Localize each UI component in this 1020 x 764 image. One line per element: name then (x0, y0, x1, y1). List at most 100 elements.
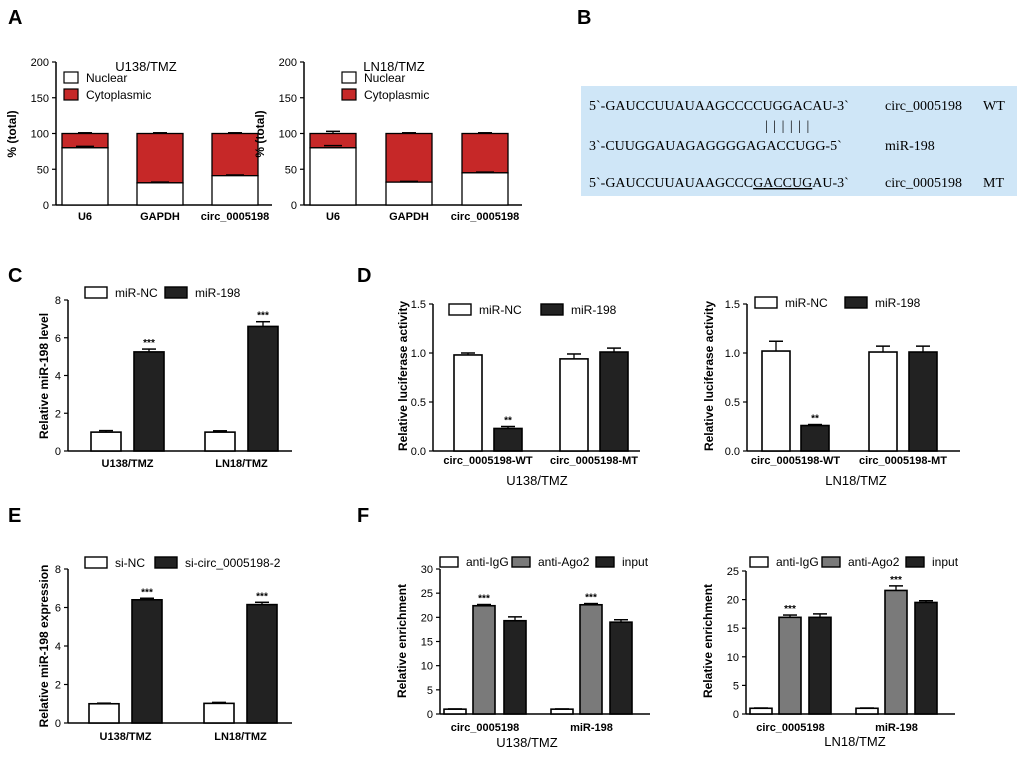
x-category-label-f2: circ_0005198 (756, 722, 825, 734)
x-category-label-d1: circ_0005198-WT (443, 455, 533, 467)
bar-f1 (472, 604, 496, 715)
x-category-label-a2: circ_0005198 (451, 211, 520, 223)
bar-cytoplasmic-a1 (211, 132, 259, 177)
bar-d1 (559, 358, 589, 452)
y-tick-label-a2: 150 (279, 93, 297, 105)
y-tick-label-f1: 10 (421, 661, 433, 673)
y-tick-label-e: 6 (55, 603, 61, 615)
y-tick-label-d2: 1.5 (725, 299, 740, 311)
bar-cytoplasmic-a2 (461, 132, 509, 174)
y-axis-title-d2: Relative luciferase activity (702, 301, 716, 451)
significance-mark-e: *** (256, 591, 268, 602)
legend-swatch-e (84, 556, 108, 569)
y-tick-label-f2: 20 (727, 595, 739, 607)
bar-e (131, 598, 163, 724)
legend-label-f2: anti-IgG (776, 555, 819, 569)
panel-label-b: B (577, 7, 591, 29)
y-tick-label-d1: 1.0 (411, 348, 426, 360)
x-category-label-f1: circ_0005198 (451, 722, 520, 734)
x-category-label-a1: GAPDH (140, 211, 180, 223)
bar-f2 (855, 707, 879, 715)
legend-label-a2: Cytoplasmic (364, 88, 429, 102)
legend-swatch-c (84, 286, 108, 299)
y-tick-label-c: 2 (55, 408, 61, 420)
mt-seq-prefix: 5`-GAUCCUUAUAAGCCC (589, 176, 753, 191)
legend-label-d1: miR-198 (571, 303, 617, 317)
significance-mark-c: *** (257, 311, 269, 322)
y-tick-label-f1: 25 (421, 588, 433, 600)
legend-label-f1: anti-Ago2 (538, 555, 590, 569)
bar-c (90, 431, 122, 452)
x-category-label-f2: miR-198 (875, 722, 918, 734)
x-axis-title-f2: LN18/TMZ (824, 734, 885, 749)
pairing-bars: | | | | | | (765, 119, 810, 134)
y-axis-title-e: Relative miR-198 expression (37, 565, 51, 728)
chart-a1: 0 50 100 150 200 % (total) U138/TMZ U6 GAPDH circ… (5, 57, 272, 223)
mt-seq-mutated: GACCUG (753, 176, 812, 191)
legend-label-d2: miR-NC (785, 296, 828, 310)
bar-f1 (443, 708, 467, 715)
bar-f1 (550, 708, 574, 715)
x-category-label-a1: circ_0005198 (201, 211, 270, 223)
legend-swatch-d1 (448, 303, 472, 316)
x-axis-title-d2: LN18/TMZ (825, 473, 886, 488)
x-category-label-a2: U6 (326, 211, 340, 223)
significance-mark-f2: *** (784, 604, 796, 615)
bar-d2 (908, 351, 938, 452)
significance-mark-f1: *** (478, 594, 490, 605)
y-tick-label-a2: 50 (285, 164, 297, 176)
x-category-label-a1: U6 (78, 211, 92, 223)
bar-f2 (914, 601, 938, 715)
mt-seq-suffix: AU-3` (812, 176, 849, 191)
legend-label-e: si-circ_0005198-2 (185, 556, 281, 570)
mt-sequence: 5`-GAUCCUUAUAAGCCCGACCUGAU-3` (589, 176, 849, 191)
significance-mark-e: *** (141, 587, 153, 598)
y-tick-label-d2: 1.0 (725, 348, 740, 360)
panel-label-d: D (357, 265, 371, 287)
legend-label-f2: input (932, 555, 959, 569)
bar-f2 (808, 616, 832, 715)
bar-cytoplasmic-a1 (136, 132, 184, 184)
y-axis-title-f1: Relative enrichment (395, 584, 409, 698)
legend-label-c: miR-198 (195, 286, 241, 300)
y-tick-label-e: 0 (55, 718, 61, 730)
bar-e (88, 702, 120, 724)
bar-nuclear-a2 (385, 181, 433, 206)
x-category-label-d1: circ_0005198-MT (550, 455, 638, 467)
mir-sequence: 3`-CUUGGAUAGAGGGGAGACCUGG-5` (589, 139, 842, 154)
y-tick-label-d1: 0.5 (411, 397, 426, 409)
legend-label-a1: Nuclear (86, 71, 127, 85)
chart-c: 0 2 4 6 8 Relative miR-198 level *** U138/TMZ **… (37, 286, 292, 470)
bar-f2 (884, 589, 908, 715)
chart-d2: 0.0 0.5 1.0 1.5 Relative luciferase activity… (702, 296, 960, 488)
y-tick-label-a2: 100 (279, 129, 297, 141)
x-category-label-c: LN18/TMZ (215, 458, 268, 470)
y-tick-label-c: 6 (55, 333, 61, 345)
bar-f2 (778, 616, 802, 715)
chart-f1: 0 5 10 15 20 25 30 Relative enrichment U138/TMZ *… (395, 555, 650, 750)
y-tick-label-e: 2 (55, 680, 61, 692)
legend-label-a2: Nuclear (364, 71, 405, 85)
y-tick-label-d1: 0.0 (411, 446, 426, 458)
y-tick-label-a1: 150 (31, 93, 49, 105)
legend-swatch-c (164, 286, 188, 299)
legend-swatch-d1 (540, 303, 564, 316)
legend-swatch-f2 (749, 556, 769, 568)
bar-d1 (599, 351, 629, 452)
y-tick-label-c: 0 (55, 446, 61, 458)
legend-label-f2: anti-Ago2 (848, 555, 900, 569)
y-tick-label-d1: 1.5 (411, 299, 426, 311)
y-tick-label-f1: 15 (421, 637, 433, 649)
y-tick-label-e: 8 (55, 564, 61, 576)
y-tick-label-f2: 10 (727, 652, 739, 664)
legend-swatch-e (154, 556, 178, 569)
chart-f2: 0 5 10 15 20 25 Relative enrichment LN18/TMZ ***… (701, 555, 959, 749)
x-category-label-d2: circ_0005198-MT (859, 455, 947, 467)
chart-a2: 0 50 100 150 200 % (total) LN18/TMZ U6 GAPDH circ… (253, 57, 522, 223)
bar-e (203, 702, 235, 724)
x-category-label-e: LN18/TMZ (214, 731, 267, 743)
